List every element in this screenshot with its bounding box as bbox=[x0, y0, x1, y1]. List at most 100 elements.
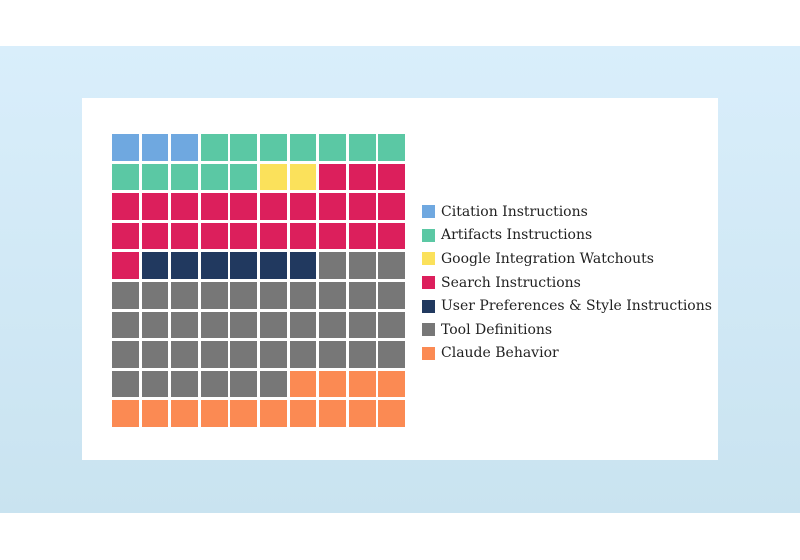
waffle-cell bbox=[289, 400, 317, 427]
waffle-cell bbox=[260, 252, 287, 279]
waffle-cell bbox=[378, 341, 406, 368]
waffle-cell bbox=[171, 400, 198, 427]
waffle-cell bbox=[378, 400, 406, 427]
waffle-cell bbox=[141, 134, 169, 161]
waffle-cell bbox=[200, 252, 228, 279]
waffle-cell bbox=[260, 193, 287, 220]
waffle-cell bbox=[200, 163, 228, 191]
waffle-cell bbox=[289, 341, 317, 368]
waffle-cell bbox=[289, 252, 317, 279]
waffle-cell bbox=[319, 282, 346, 309]
waffle-cell bbox=[230, 311, 258, 339]
waffle-cell bbox=[260, 311, 287, 339]
waffle-cell bbox=[319, 134, 346, 161]
waffle-cell bbox=[260, 134, 287, 161]
waffle-cell bbox=[348, 193, 376, 220]
waffle-cell bbox=[230, 282, 258, 309]
waffle-cell bbox=[378, 193, 406, 220]
waffle-cell bbox=[171, 282, 198, 309]
waffle-cell bbox=[112, 163, 139, 191]
waffle-cell bbox=[260, 222, 287, 250]
waffle-cell bbox=[112, 400, 139, 427]
waffle-cell bbox=[348, 222, 376, 250]
legend-item: Tool Definitions bbox=[422, 318, 712, 342]
legend-label: User Preferences & Style Instructions bbox=[441, 298, 712, 315]
legend-item: Artifacts Instructions bbox=[422, 224, 712, 248]
waffle-cell bbox=[141, 282, 169, 309]
waffle-cell bbox=[230, 193, 258, 220]
waffle-cell bbox=[200, 400, 228, 427]
legend-item: Citation Instructions bbox=[422, 200, 712, 224]
waffle-cell bbox=[230, 252, 258, 279]
legend-item: User Preferences & Style Instructions bbox=[422, 294, 712, 318]
waffle-cell bbox=[289, 222, 317, 250]
chart-card: Citation Instructions Artifacts Instructi… bbox=[82, 98, 718, 460]
waffle-cell bbox=[260, 341, 287, 368]
waffle-cell bbox=[141, 311, 169, 339]
waffle-cell bbox=[319, 341, 346, 368]
legend-swatch bbox=[422, 276, 435, 290]
waffle-cell bbox=[319, 400, 346, 427]
waffle-cell bbox=[319, 222, 346, 250]
waffle-cell bbox=[112, 193, 139, 220]
waffle-cell bbox=[378, 134, 406, 161]
waffle-cell bbox=[200, 370, 228, 398]
waffle-cell bbox=[141, 252, 169, 279]
legend-label: Search Instructions bbox=[441, 274, 581, 291]
waffle-cell bbox=[378, 370, 406, 398]
waffle-cell bbox=[289, 193, 317, 220]
waffle-cell bbox=[260, 400, 287, 427]
waffle-cell bbox=[230, 222, 258, 250]
waffle-cell bbox=[348, 370, 376, 398]
legend-label: Google Integration Watchouts bbox=[441, 250, 654, 267]
waffle-cell bbox=[171, 311, 198, 339]
waffle-cell bbox=[200, 341, 228, 368]
waffle-cell bbox=[319, 163, 346, 191]
waffle-cell bbox=[171, 163, 198, 191]
waffle-cell bbox=[348, 163, 376, 191]
waffle-cell bbox=[200, 311, 228, 339]
legend-item: Search Instructions bbox=[422, 271, 712, 295]
waffle-cell bbox=[141, 222, 169, 250]
legend-swatch bbox=[422, 346, 435, 360]
waffle-cell bbox=[141, 163, 169, 191]
waffle-cell bbox=[319, 252, 346, 279]
waffle-cell bbox=[200, 222, 228, 250]
waffle-cell bbox=[378, 222, 406, 250]
waffle-cell bbox=[319, 370, 346, 398]
legend-label: Citation Instructions bbox=[441, 203, 588, 220]
waffle-cell bbox=[348, 311, 376, 339]
waffle-cell bbox=[289, 134, 317, 161]
waffle-cell bbox=[230, 134, 258, 161]
legend-swatch bbox=[422, 205, 435, 219]
waffle-cell bbox=[348, 252, 376, 279]
waffle-cell bbox=[112, 341, 139, 368]
waffle-cell bbox=[171, 370, 198, 398]
waffle-cell bbox=[171, 193, 198, 220]
chart-background: Citation Instructions Artifacts Instructi… bbox=[0, 46, 800, 513]
waffle-cell bbox=[348, 341, 376, 368]
waffle-cell bbox=[230, 400, 258, 427]
waffle-grid bbox=[112, 134, 408, 430]
waffle-cell bbox=[378, 311, 406, 339]
waffle-cell bbox=[348, 134, 376, 161]
waffle-cell bbox=[171, 341, 198, 368]
legend-swatch bbox=[422, 323, 435, 337]
waffle-cell bbox=[260, 163, 287, 191]
legend-swatch bbox=[422, 252, 435, 266]
waffle-cell bbox=[289, 163, 317, 191]
waffle-cell bbox=[112, 311, 139, 339]
waffle-cell bbox=[378, 252, 406, 279]
waffle-cell bbox=[378, 282, 406, 309]
waffle-cell bbox=[319, 311, 346, 339]
waffle-cell bbox=[230, 341, 258, 368]
waffle-cell bbox=[260, 282, 287, 309]
waffle-cell bbox=[230, 163, 258, 191]
waffle-cell bbox=[200, 282, 228, 309]
waffle-cell bbox=[141, 193, 169, 220]
legend-label: Claude Behavior bbox=[441, 345, 559, 362]
waffle-cell bbox=[289, 282, 317, 309]
waffle-cell bbox=[378, 163, 406, 191]
legend-label: Artifacts Instructions bbox=[441, 227, 593, 244]
waffle-cell bbox=[200, 134, 228, 161]
